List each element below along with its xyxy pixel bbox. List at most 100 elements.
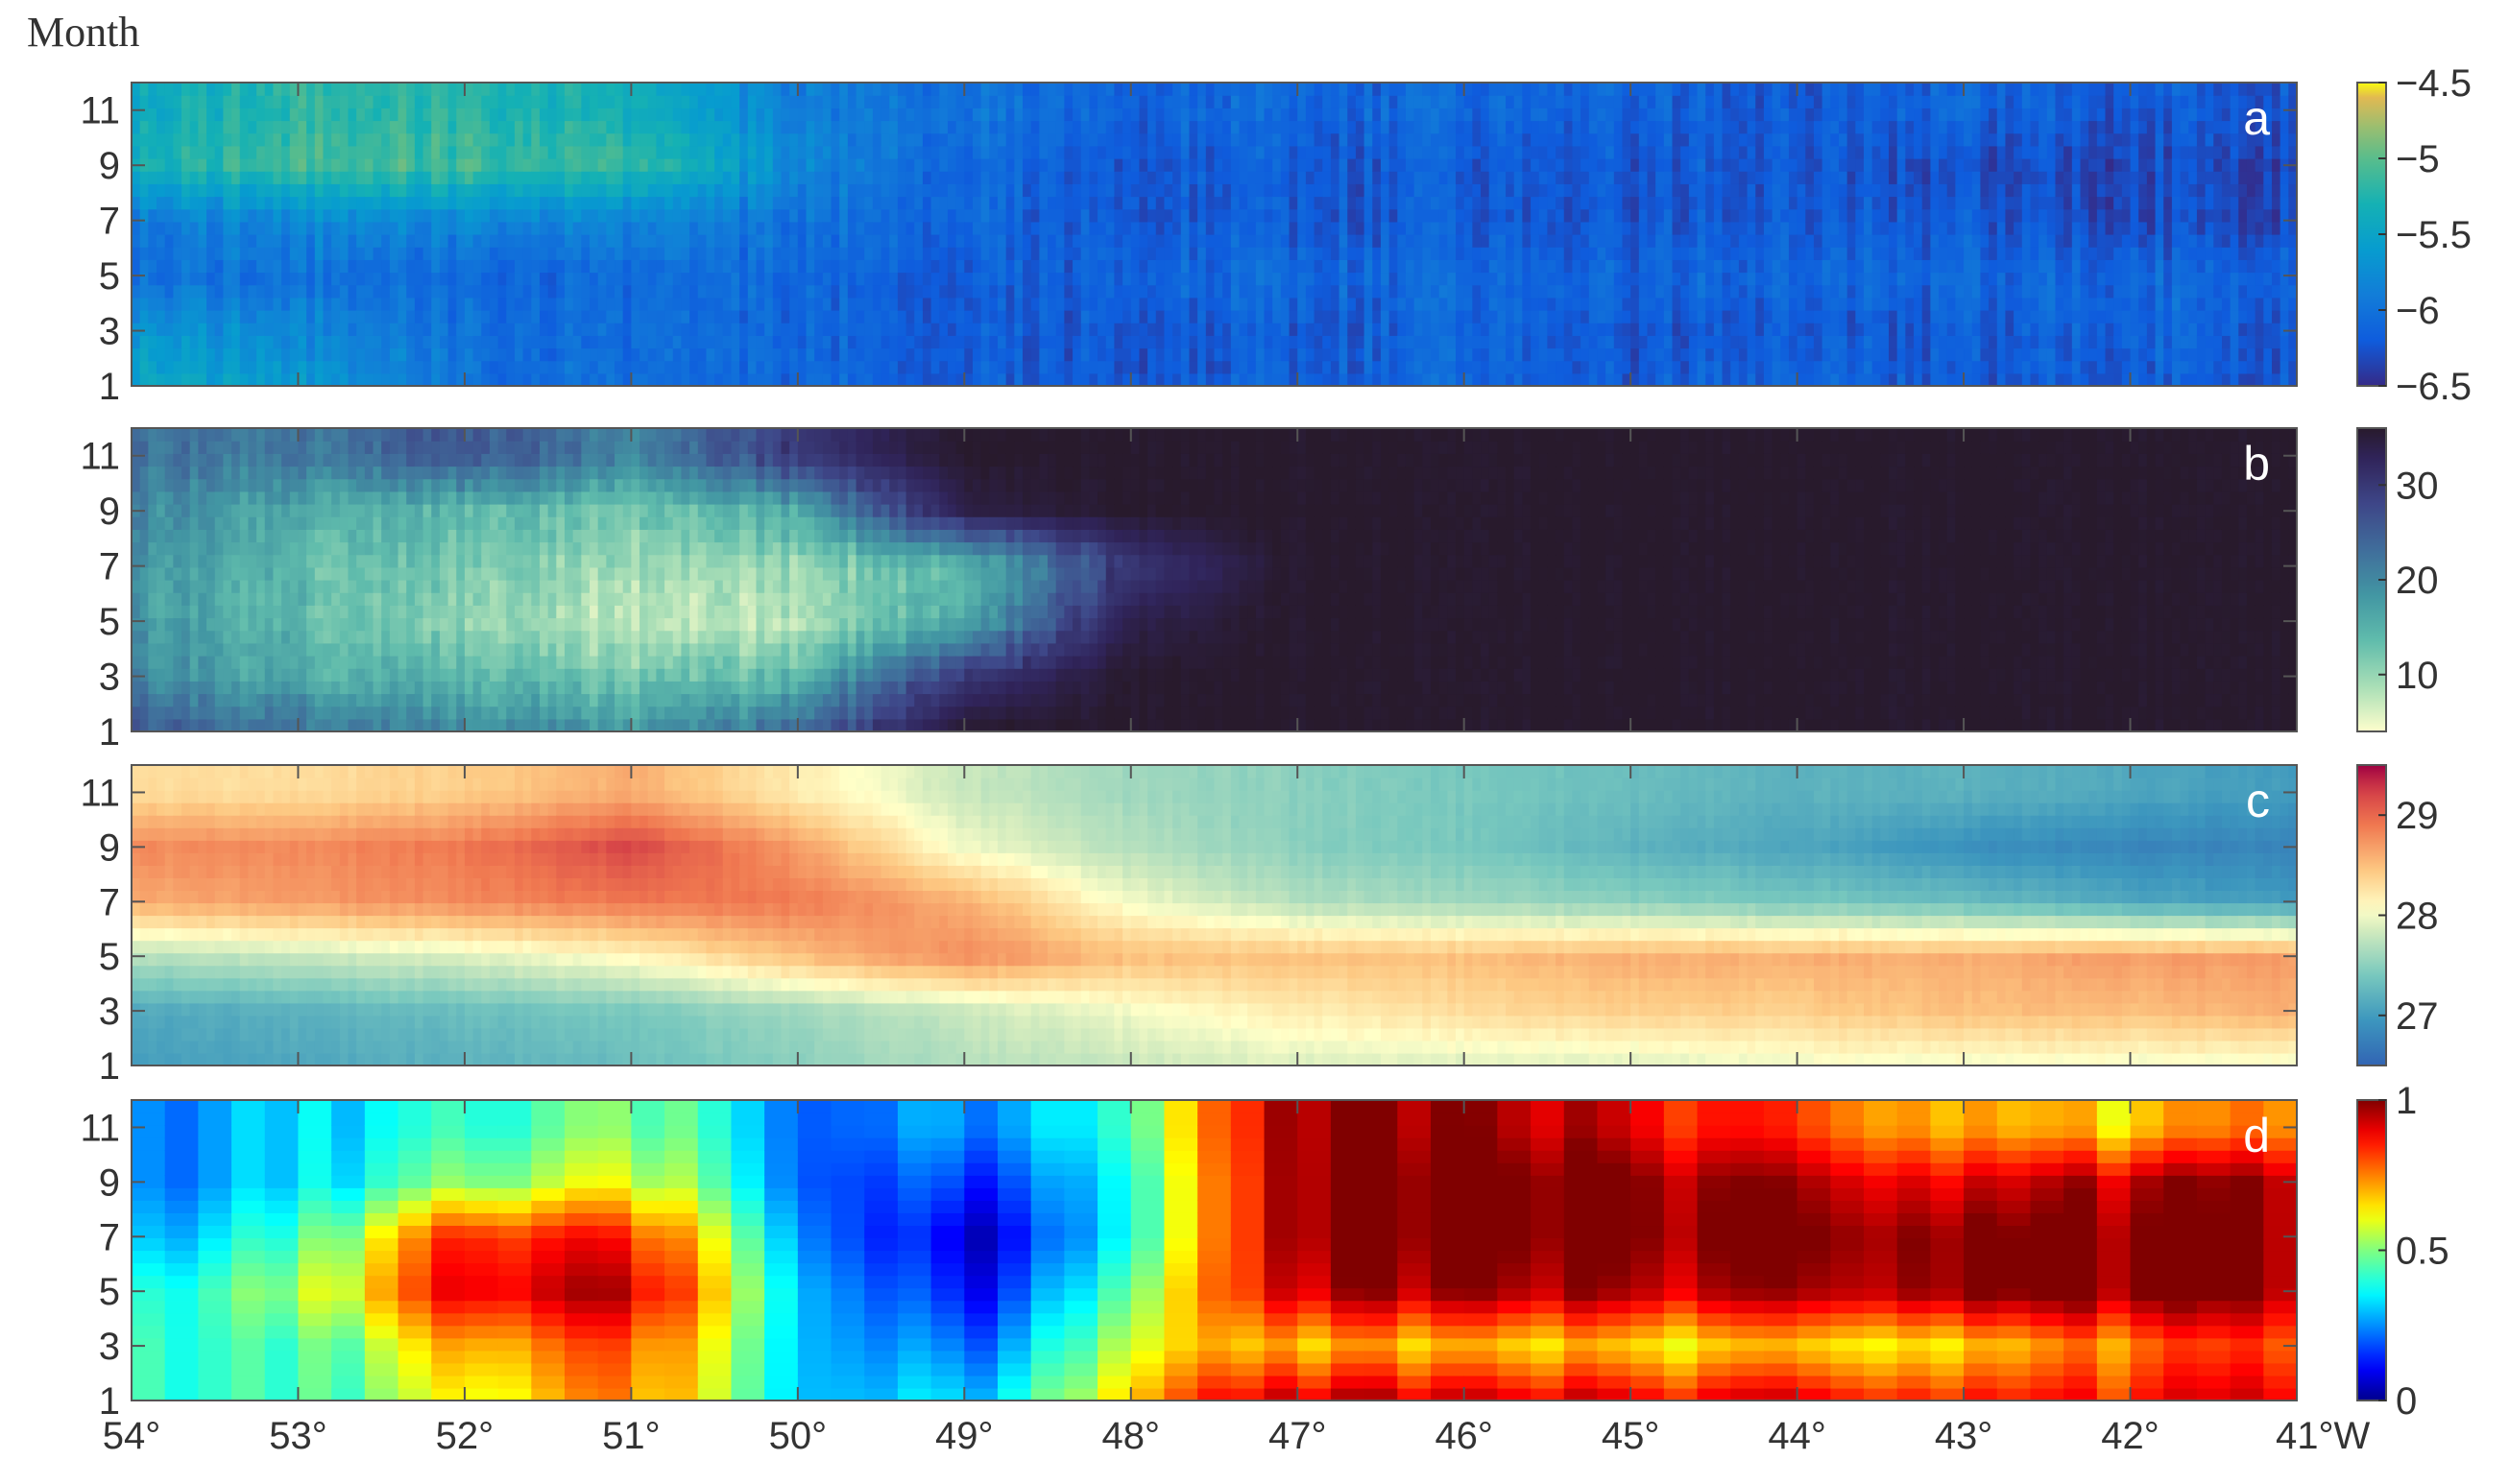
heatmap-cell	[298, 310, 307, 323]
heatmap-cell	[781, 247, 790, 260]
heatmap-cell	[1730, 347, 1740, 362]
heatmap-cell	[998, 347, 1007, 362]
heatmap-cell	[1305, 95, 1315, 108]
heatmap-cell	[1205, 284, 1216, 299]
heatmap-cell	[1147, 132, 1157, 147]
heatmap-cell	[681, 158, 690, 172]
heatmap-cell	[998, 171, 1007, 184]
heatmap-cell	[1339, 310, 1348, 323]
heatmap-cell	[406, 323, 416, 336]
heatmap-cell	[1347, 310, 1357, 323]
heatmap-cell	[1330, 310, 1340, 323]
heatmap-cell	[1255, 272, 1266, 286]
heatmap-cell	[989, 310, 999, 323]
heatmap-cell	[814, 310, 824, 323]
heatmap-cell	[431, 372, 441, 386]
heatmap-cell	[1705, 284, 1715, 299]
heatmap-cell	[173, 335, 182, 349]
heatmap-cell	[1330, 284, 1340, 299]
heatmap-cell	[289, 347, 300, 362]
heatmap-cell	[256, 297, 266, 311]
heatmap-cell	[489, 247, 499, 260]
heatmap-cell	[1230, 247, 1241, 260]
heatmap-cell	[972, 120, 982, 134]
heatmap-cell	[731, 95, 740, 108]
heatmap-cell	[914, 158, 924, 172]
heatmap-cell	[1522, 145, 1532, 159]
heatmap-cell	[314, 247, 325, 260]
heatmap-cell	[1813, 335, 1823, 349]
heatmap-cell	[1289, 208, 1298, 223]
heatmap-cell	[506, 95, 516, 108]
heatmap-cell	[1189, 372, 1198, 386]
heatmap-cell	[348, 221, 357, 235]
heatmap-cell	[1580, 208, 1590, 223]
heatmap-cell	[198, 95, 207, 108]
heatmap-cell	[1130, 171, 1141, 184]
heatmap-cell	[1330, 372, 1340, 386]
heatmap-cell	[1547, 284, 1556, 299]
heatmap-cell	[164, 360, 174, 374]
heatmap-cell	[1547, 196, 1556, 210]
heatmap-cell	[464, 208, 474, 223]
heatmap-cell	[1580, 360, 1590, 374]
heatmap-cell	[1697, 372, 1706, 386]
heatmap-cell	[656, 234, 665, 248]
heatmap-cell	[481, 234, 491, 248]
heatmap-cell	[1713, 360, 1724, 374]
heatmap-cell	[1613, 259, 1624, 274]
heatmap-cell	[206, 171, 216, 184]
heatmap-cell	[231, 247, 241, 260]
heatmap-cell	[314, 310, 325, 323]
heatmap-cell	[1272, 120, 1282, 134]
heatmap-cell	[1630, 372, 1640, 386]
heatmap-cell	[1197, 323, 1207, 336]
heatmap-cell	[139, 335, 149, 349]
heatmap-cell	[930, 158, 940, 172]
heatmap-cell	[1730, 171, 1740, 184]
heatmap-cell	[522, 196, 532, 210]
heatmap-cell	[522, 297, 532, 311]
heatmap-cell	[181, 95, 191, 108]
heatmap-cell	[1023, 120, 1032, 134]
heatmap-cell	[1172, 323, 1182, 336]
heatmap-cell	[689, 323, 699, 336]
heatmap-cell	[522, 259, 532, 274]
heatmap-cell	[1797, 335, 1806, 349]
heatmap-cell	[1122, 347, 1132, 362]
heatmap-cell	[1622, 284, 1631, 299]
heatmap-cell	[1322, 234, 1332, 248]
heatmap-cell	[1039, 120, 1049, 134]
heatmap-cell	[472, 335, 482, 349]
heatmap-cell	[847, 360, 857, 374]
heatmap-cell	[1522, 247, 1532, 260]
heatmap-cell	[606, 272, 615, 286]
heatmap-cell	[1080, 171, 1090, 184]
heatmap-cell	[398, 323, 407, 336]
heatmap-cell	[1805, 95, 1815, 108]
heatmap-cell	[1155, 132, 1166, 147]
heatmap-cell	[298, 347, 307, 362]
heatmap-cell	[1014, 196, 1024, 210]
heatmap-cell	[389, 247, 399, 260]
heatmap-cell	[506, 323, 516, 336]
heatmap-cell	[1738, 132, 1749, 147]
heatmap-cell	[1105, 196, 1116, 210]
heatmap-cell	[1813, 145, 1823, 159]
heatmap-cell	[856, 83, 865, 96]
heatmap-cell	[539, 158, 549, 172]
heatmap-cell	[1230, 108, 1241, 122]
heatmap-cell	[1431, 310, 1440, 323]
heatmap-cell	[1755, 335, 1765, 349]
heatmap-cell	[772, 158, 783, 172]
heatmap-cell	[722, 360, 733, 374]
heatmap-cell	[1630, 196, 1640, 210]
heatmap-cell	[597, 171, 607, 184]
heatmap-cell	[1130, 310, 1141, 323]
heatmap-cell	[581, 247, 591, 260]
heatmap-cell	[889, 171, 899, 184]
heatmap-cell	[1580, 272, 1590, 286]
heatmap-cell	[822, 158, 832, 172]
heatmap-cell	[897, 120, 907, 134]
heatmap-cell	[922, 272, 932, 286]
